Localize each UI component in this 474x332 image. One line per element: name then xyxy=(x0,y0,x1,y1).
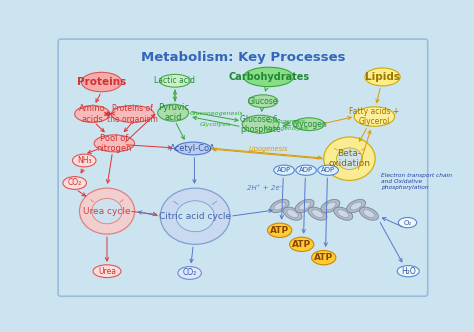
Ellipse shape xyxy=(363,210,374,218)
Text: Glycogenesis: Glycogenesis xyxy=(267,119,306,124)
Ellipse shape xyxy=(337,210,349,218)
Ellipse shape xyxy=(94,135,135,152)
Text: Proteins of
the organism: Proteins of the organism xyxy=(107,104,158,124)
Ellipse shape xyxy=(325,202,336,210)
Ellipse shape xyxy=(299,202,310,210)
Text: CO₂: CO₂ xyxy=(68,179,82,188)
Ellipse shape xyxy=(287,210,298,218)
Text: H₂O: H₂O xyxy=(401,267,416,276)
Ellipse shape xyxy=(337,148,362,170)
Text: ADP: ADP xyxy=(321,167,335,173)
Ellipse shape xyxy=(321,200,340,212)
Text: Lipogenesis: Lipogenesis xyxy=(249,146,288,152)
Ellipse shape xyxy=(274,165,294,175)
Text: Pool of
nitrogen: Pool of nitrogen xyxy=(97,134,132,153)
Ellipse shape xyxy=(397,266,419,277)
Text: O₂: O₂ xyxy=(403,220,411,226)
Ellipse shape xyxy=(350,202,362,210)
Text: Metabolism: Key Processes: Metabolism: Key Processes xyxy=(141,50,345,63)
Text: ADP: ADP xyxy=(277,167,291,173)
Ellipse shape xyxy=(354,107,395,126)
Ellipse shape xyxy=(80,188,135,234)
Text: ATP: ATP xyxy=(314,253,333,262)
FancyBboxPatch shape xyxy=(58,39,428,296)
Ellipse shape xyxy=(324,137,375,180)
Text: Proteins: Proteins xyxy=(77,77,126,87)
Ellipse shape xyxy=(365,68,400,86)
Text: Lipids: Lipids xyxy=(365,72,400,82)
Ellipse shape xyxy=(160,188,230,244)
Ellipse shape xyxy=(283,207,302,220)
Ellipse shape xyxy=(308,207,327,220)
Ellipse shape xyxy=(398,217,417,228)
Ellipse shape xyxy=(293,118,325,130)
Ellipse shape xyxy=(178,267,201,279)
Ellipse shape xyxy=(270,200,289,212)
Text: Glycogen: Glycogen xyxy=(291,120,327,129)
Text: Lactic acid: Lactic acid xyxy=(155,76,195,85)
Text: Citric acid cycle: Citric acid cycle xyxy=(159,212,231,221)
Ellipse shape xyxy=(63,177,86,189)
Ellipse shape xyxy=(296,165,317,175)
Ellipse shape xyxy=(242,115,279,133)
Text: ADP: ADP xyxy=(299,167,313,173)
Text: Glucose 6-
phosphate: Glucose 6- phosphate xyxy=(240,115,281,134)
Text: Gluconeogenesis: Gluconeogenesis xyxy=(189,112,243,117)
Ellipse shape xyxy=(312,210,323,218)
Text: CO₂: CO₂ xyxy=(182,269,197,278)
Text: Carbohydrates: Carbohydrates xyxy=(228,72,309,82)
Text: NH₃: NH₃ xyxy=(77,156,91,165)
Text: Pyruvic
acid: Pyruvic acid xyxy=(158,103,189,123)
Ellipse shape xyxy=(295,200,314,212)
Ellipse shape xyxy=(248,95,278,108)
Ellipse shape xyxy=(82,72,122,92)
Text: Beta-
oxidation: Beta- oxidation xyxy=(328,149,371,168)
Ellipse shape xyxy=(311,250,336,265)
Ellipse shape xyxy=(93,265,121,278)
Ellipse shape xyxy=(267,223,292,237)
Ellipse shape xyxy=(111,106,154,123)
Ellipse shape xyxy=(92,199,122,224)
Text: 2H⁺ + 2e⁻: 2H⁺ + 2e⁻ xyxy=(246,185,283,191)
Ellipse shape xyxy=(176,201,214,232)
Text: Glucose: Glucose xyxy=(248,97,278,106)
Text: ATP: ATP xyxy=(292,240,311,249)
Text: Glycolysis: Glycolysis xyxy=(200,122,231,127)
Text: Acetyl-CoA: Acetyl-CoA xyxy=(170,144,216,153)
Text: Fatty acids +
Glycerol: Fatty acids + Glycerol xyxy=(349,107,400,126)
Ellipse shape xyxy=(290,237,314,252)
Ellipse shape xyxy=(244,67,293,87)
Text: Urea cycle: Urea cycle xyxy=(83,207,131,215)
Ellipse shape xyxy=(274,202,285,210)
Ellipse shape xyxy=(73,154,96,167)
Ellipse shape xyxy=(334,207,353,220)
Text: Electron transport chain
and Oxidative
phosphorylation: Electron transport chain and Oxidative p… xyxy=(381,173,452,190)
Text: Amino
acids: Amino acids xyxy=(79,104,106,124)
Ellipse shape xyxy=(318,165,338,175)
Text: ATP: ATP xyxy=(270,226,289,235)
Ellipse shape xyxy=(346,200,365,212)
Ellipse shape xyxy=(158,104,189,121)
Text: Glycogenolysis: Glycogenolysis xyxy=(264,125,309,130)
Text: Urea: Urea xyxy=(98,267,116,276)
Ellipse shape xyxy=(359,207,378,220)
Ellipse shape xyxy=(75,106,110,123)
Ellipse shape xyxy=(160,74,191,87)
Ellipse shape xyxy=(176,142,211,155)
